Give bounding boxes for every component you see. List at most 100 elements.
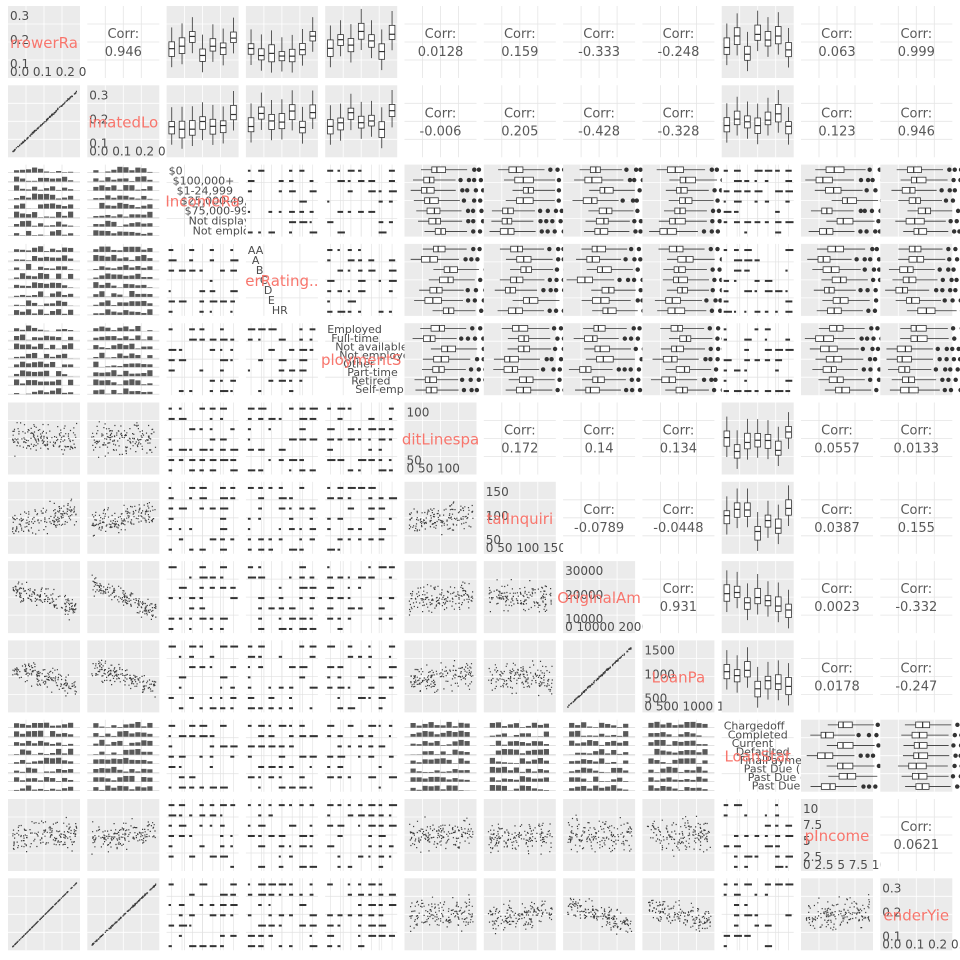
- category-bar: [289, 666, 296, 669]
- category-bar: [209, 259, 215, 262]
- category-bar: [289, 517, 294, 520]
- panel-r10-c3: [166, 719, 239, 792]
- histogram-bar: [93, 268, 99, 270]
- outlier-point: [471, 198, 477, 203]
- histogram-bar: [14, 249, 20, 252]
- histogram-bar: [93, 337, 99, 341]
- category-bar: [347, 804, 351, 807]
- box: [584, 335, 598, 342]
- histogram-bar: [135, 325, 141, 332]
- histogram-bar: [141, 249, 147, 252]
- box: [815, 335, 834, 342]
- outlier-point: [950, 774, 956, 779]
- scatter-points: [91, 818, 156, 855]
- histogram-bar: [26, 180, 32, 182]
- outlier-point: [701, 377, 707, 382]
- histogram-bar: [50, 178, 56, 182]
- outlier-point: [868, 367, 873, 372]
- category-bar: [220, 269, 225, 272]
- outlier-point: [465, 287, 470, 293]
- diagonal-tick-label: 0 50 100: [407, 462, 460, 476]
- outlier-point: [472, 336, 478, 341]
- histogram-bar: [26, 295, 32, 297]
- histogram-bar: [525, 761, 531, 764]
- category-bar: [388, 459, 392, 462]
- histogram-bar: [587, 726, 593, 728]
- histogram-bar: [623, 731, 629, 737]
- category-bar: [199, 310, 204, 313]
- histogram-bar: [56, 309, 62, 315]
- category-bar: [258, 469, 264, 472]
- box: [347, 107, 355, 120]
- diagonal-tick-label: 0 50 100 150: [486, 541, 566, 555]
- category-bar: [168, 845, 173, 848]
- outlier-point: [709, 167, 715, 172]
- outlier-point: [713, 367, 719, 372]
- histogram-bar: [141, 254, 147, 261]
- category-bar: [278, 865, 284, 868]
- histogram-bar: [123, 257, 129, 261]
- category-bar: [358, 310, 362, 313]
- outlier-point: [869, 326, 874, 331]
- histogram-bar: [111, 336, 117, 341]
- histogram-bar: [581, 735, 587, 737]
- category-bar: [220, 617, 228, 620]
- category-bar: [378, 221, 384, 224]
- histogram-bar: [702, 778, 708, 782]
- category-bar: [764, 359, 771, 362]
- category-bar: [733, 883, 738, 886]
- outlier-point: [545, 208, 551, 214]
- outlier-point: [864, 188, 869, 193]
- outlier-point: [473, 287, 479, 293]
- outlier-point: [468, 377, 473, 382]
- histogram-bar: [605, 753, 611, 755]
- category-bar: [230, 666, 237, 669]
- category-bar: [220, 627, 224, 630]
- histogram-bar: [56, 371, 62, 377]
- histogram-bar: [543, 731, 549, 737]
- category-bar: [178, 804, 186, 807]
- outlier-point: [709, 229, 715, 234]
- box: [917, 207, 932, 215]
- category-bar: [289, 893, 294, 896]
- category-bar: [733, 180, 742, 183]
- box: [659, 228, 677, 235]
- outlier-point: [871, 267, 877, 272]
- diagonal-tick-label: 0.3: [89, 88, 108, 102]
- category-bar: [209, 586, 215, 589]
- histogram-bar: [68, 779, 74, 782]
- category-bar: [309, 586, 317, 589]
- panel-r9-c8: [563, 640, 636, 713]
- category-bar: [764, 390, 772, 393]
- panel-r10-c12: [880, 719, 960, 792]
- panel-r8-c11: Corr:0.0023: [801, 561, 873, 634]
- panel-r3-c2: [87, 164, 160, 237]
- category-bar: [388, 566, 395, 569]
- histogram-bar: [50, 753, 56, 755]
- box: [594, 228, 609, 235]
- category-bar: [268, 696, 275, 699]
- histogram-bar: [495, 722, 501, 728]
- category-bar: [347, 497, 352, 500]
- histogram-bar: [519, 776, 525, 782]
- category-bar: [278, 893, 282, 896]
- outlier-point: [867, 357, 873, 362]
- histogram-bar: [660, 739, 666, 746]
- box: [596, 355, 614, 363]
- category-bar: [268, 745, 276, 748]
- histogram-bar: [489, 785, 495, 791]
- panel-r11-c8: [563, 799, 636, 871]
- category-bar: [358, 428, 361, 431]
- category-bar: [764, 169, 773, 172]
- box: [523, 297, 539, 304]
- diagonal-variable-label: OriginalAm: [557, 589, 641, 607]
- histogram-bar: [513, 734, 519, 737]
- box: [835, 386, 851, 394]
- box: [665, 297, 681, 304]
- panel-r5-c9: [642, 323, 744, 396]
- correlation-value: 0.0023: [814, 600, 860, 615]
- histogram-bar: [147, 777, 153, 782]
- histogram-bar: [44, 303, 50, 306]
- histogram-bar: [531, 741, 537, 746]
- category-bar: [378, 696, 386, 699]
